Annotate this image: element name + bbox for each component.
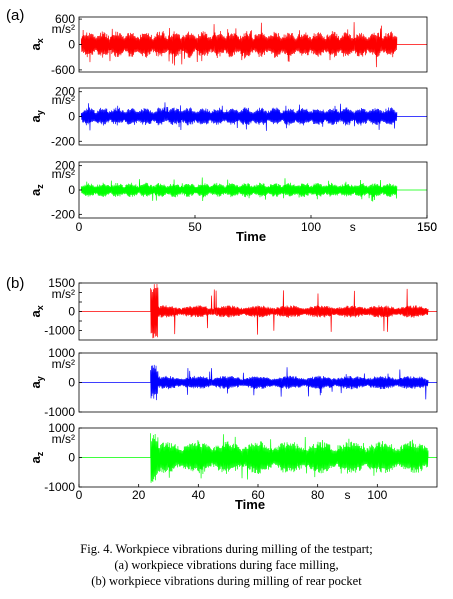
y-unit-label: m/s²: [52, 22, 75, 36]
y-tick-label: 200: [55, 85, 75, 99]
x-tick-label: 60: [251, 488, 265, 502]
y-axis-label-subscript: z: [35, 184, 45, 189]
y-unit-label: m/s²: [52, 287, 75, 301]
y-tick-label: -200: [51, 134, 75, 148]
y-tick-label: 1000: [48, 421, 75, 435]
signal-trace: [79, 364, 437, 401]
x-unit-label: s: [350, 220, 356, 234]
x-tick-label: 0: [76, 220, 83, 234]
signal-trace: [79, 102, 427, 131]
x-tick-label: 20: [132, 488, 146, 502]
y-axis-label: ax: [28, 38, 45, 50]
y-tick-label: 0: [68, 305, 75, 319]
x-tick-label: 40: [192, 488, 206, 502]
x-tick-label: 80: [311, 488, 325, 502]
x-axis-label: Time: [236, 229, 266, 244]
y-axis-label: az: [28, 184, 45, 196]
x-tick-label: 0: [76, 488, 83, 502]
y-axis-label-subscript: z: [35, 451, 45, 456]
signal-trace: [79, 283, 437, 339]
y-tick-label: -200: [51, 207, 75, 221]
x-axis-label: Time: [235, 497, 265, 512]
y-tick-label: 0: [68, 38, 75, 52]
chart-b: (b)-100001500m/s²ax-100001000m/s²ay-1000…: [6, 275, 438, 512]
y-axis-label: az: [28, 451, 45, 463]
y-axis-label-subscript: x: [35, 305, 45, 310]
y-axis-label-subscript: y: [35, 376, 45, 381]
x-tick-label: 100: [301, 220, 321, 234]
x-unit-label: s: [345, 488, 351, 502]
signal-trace: [79, 433, 437, 483]
y-axis-label: ax: [28, 305, 45, 317]
x-tick-label: 50: [188, 220, 202, 234]
y-tick-label: -600: [51, 63, 75, 77]
y-unit-label: m/s²: [52, 93, 75, 107]
figure-caption-line-1: Fig. 4. Workpiece vibrations during mill…: [80, 542, 373, 556]
y-axis-label: ay: [28, 376, 45, 388]
y-tick-label: 0: [68, 183, 75, 197]
y-tick-label: 0: [68, 110, 75, 124]
y-axis-label: ay: [28, 110, 45, 122]
y-unit-label: m/s²: [52, 357, 75, 371]
y-tick-label: 200: [55, 159, 75, 173]
y-tick-label: 600: [55, 12, 75, 26]
y-tick-label: -1000: [44, 324, 75, 338]
chart-a: (a)-6000600m/s²ax-2000200m/s²ay-2000200m…: [6, 7, 437, 244]
panel-label: (a): [6, 7, 24, 24]
y-unit-label: m/s²: [52, 432, 75, 446]
y-tick-label: 1500: [48, 276, 75, 290]
y-tick-label: -1000: [44, 480, 75, 494]
y-tick-label: 0: [68, 451, 75, 465]
x-tick-label: 150: [417, 220, 437, 234]
y-axis-label-subscript: y: [35, 110, 45, 115]
x-tick-label: 100: [367, 488, 387, 502]
x-tick-label: 150: [417, 220, 437, 234]
y-tick-label: -1000: [44, 405, 75, 419]
figure-caption-line-2: (a) workpiece vibrations during face mil…: [114, 558, 339, 572]
y-axis-label-subscript: x: [35, 38, 45, 43]
y-unit-label: m/s²: [52, 167, 75, 181]
figure-caption-line-3: (b) workpiece vibrations during milling …: [91, 574, 362, 588]
y-tick-label: 0: [68, 376, 75, 390]
signal-trace: [79, 177, 427, 202]
panel-label: (b): [6, 275, 24, 292]
signal-trace: [79, 22, 427, 68]
y-tick-label: 1000: [48, 346, 75, 360]
